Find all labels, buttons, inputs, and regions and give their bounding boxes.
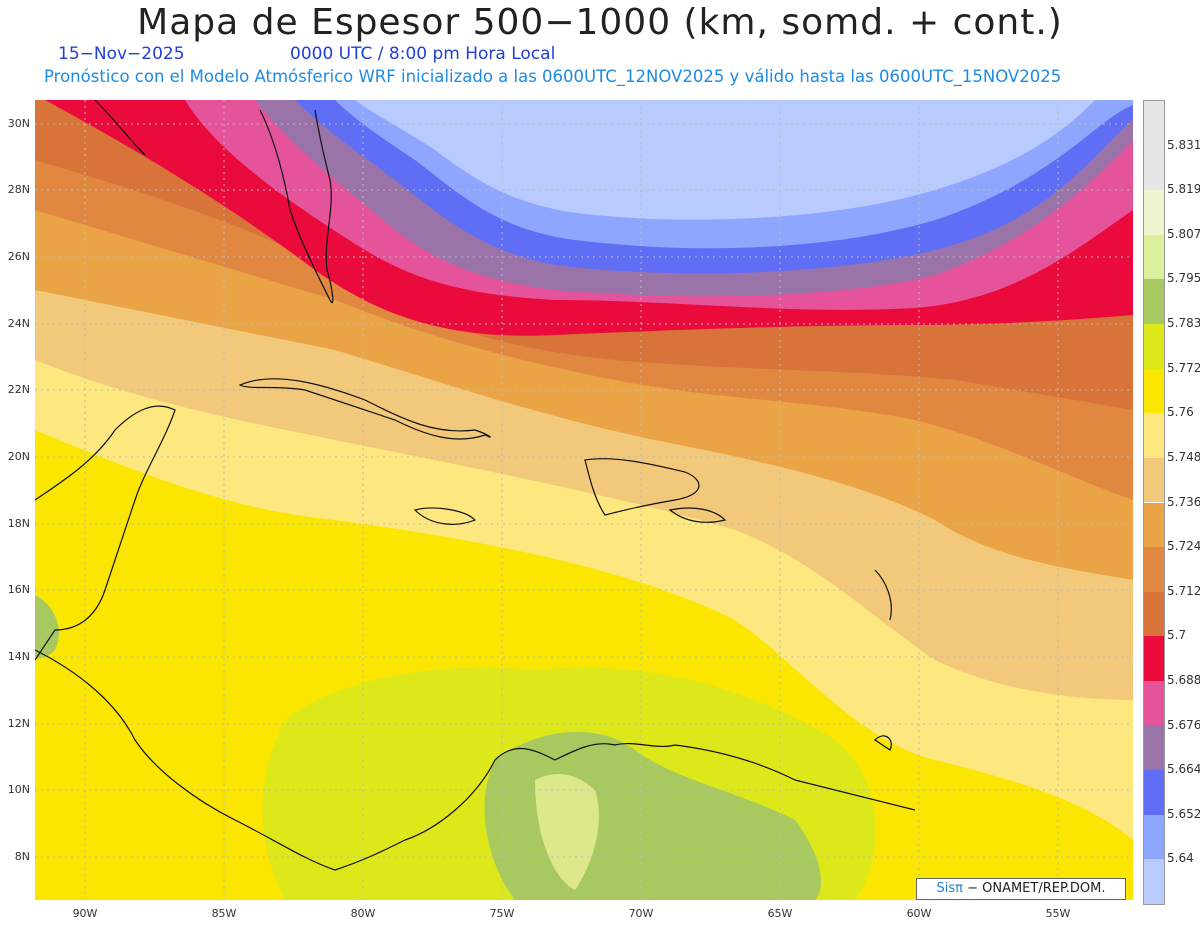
lon-label: 80W	[350, 907, 376, 920]
legend-label: 5.736	[1167, 494, 1200, 509]
legend-swatch	[1144, 234, 1164, 280]
lat-label: 28N	[7, 183, 30, 196]
thickness-map	[35, 100, 1133, 900]
legend-swatch	[1144, 368, 1164, 414]
legend-swatch	[1144, 547, 1164, 592]
lat-label: 10N	[7, 783, 30, 796]
band-5819-west	[35, 595, 59, 659]
legend-swatch	[1144, 279, 1164, 325]
legend-label: 5.783	[1167, 316, 1200, 331]
lat-label: 30N	[7, 117, 30, 130]
lat-label: 14N	[7, 650, 30, 663]
lat-label: 12N	[7, 717, 30, 730]
lat-label: 22N	[7, 383, 30, 396]
legend-swatch	[1144, 636, 1164, 681]
lat-label: 20N	[7, 450, 30, 463]
model-info: Pronóstico con el Modelo Atmósferico WRF…	[44, 67, 1062, 86]
legend-swatch	[1144, 725, 1164, 771]
legend-swatch	[1144, 190, 1164, 235]
legend-label: 5.772	[1167, 360, 1200, 375]
legend-swatch	[1144, 457, 1164, 503]
color-legend	[1143, 100, 1165, 905]
legend-swatch	[1144, 859, 1164, 904]
legend-label: 5.76	[1167, 405, 1194, 420]
legend-swatch	[1144, 413, 1164, 458]
legend-swatch	[1144, 101, 1164, 146]
map-title: Mapa de Espesor 500−1000 (km, somd. + co…	[137, 2, 1063, 43]
legend-swatch	[1144, 145, 1164, 191]
legend-label: 5.664	[1167, 762, 1200, 777]
legend-swatch	[1144, 591, 1164, 637]
lat-label: 8N	[14, 850, 30, 863]
lon-label: 55W	[1045, 907, 1071, 920]
credit-box: Sisπ − ONAMET/REP.DOM.	[916, 878, 1126, 900]
legend-label: 5.807	[1167, 226, 1200, 241]
band-5807	[535, 774, 599, 890]
lon-label: 70W	[628, 907, 654, 920]
lon-label: 60W	[906, 907, 932, 920]
credit-text: − ONAMET/REP.DOM.	[962, 881, 1106, 896]
lat-label: 24N	[7, 317, 30, 330]
legend-label: 5.831	[1167, 137, 1200, 152]
legend-label: 5.819	[1167, 182, 1200, 197]
forecast-date: 15−Nov−2025	[58, 44, 185, 64]
forecast-time: 0000 UTC / 8:00 pm Hora Local	[290, 44, 556, 64]
legend-label: 5.676	[1167, 717, 1200, 732]
lat-label: 26N	[7, 250, 30, 263]
legend-swatch	[1144, 814, 1164, 860]
legend-swatch	[1144, 502, 1164, 548]
lat-label: 16N	[7, 583, 30, 596]
legend-swatch	[1144, 324, 1164, 369]
legend-label: 5.7	[1167, 628, 1187, 643]
sispi-logo: Sisπ	[936, 881, 963, 896]
thickness-field	[35, 100, 1133, 900]
legend-label: 5.64	[1167, 851, 1194, 866]
lon-label: 65W	[767, 907, 793, 920]
lon-label: 90W	[72, 907, 98, 920]
lat-label: 18N	[7, 517, 30, 530]
coastlines	[35, 100, 916, 871]
lon-label: 75W	[489, 907, 515, 920]
legend-label: 5.652	[1167, 806, 1200, 821]
legend-swatch	[1144, 770, 1164, 815]
legend-label: 5.688	[1167, 672, 1200, 687]
legend-label: 5.748	[1167, 449, 1200, 464]
legend-label: 5.795	[1167, 271, 1200, 286]
legend-label: 5.712	[1167, 583, 1200, 598]
graticule	[35, 100, 1133, 900]
lon-label: 85W	[211, 907, 237, 920]
legend-swatch	[1144, 680, 1164, 726]
legend-label: 5.724	[1167, 539, 1200, 554]
